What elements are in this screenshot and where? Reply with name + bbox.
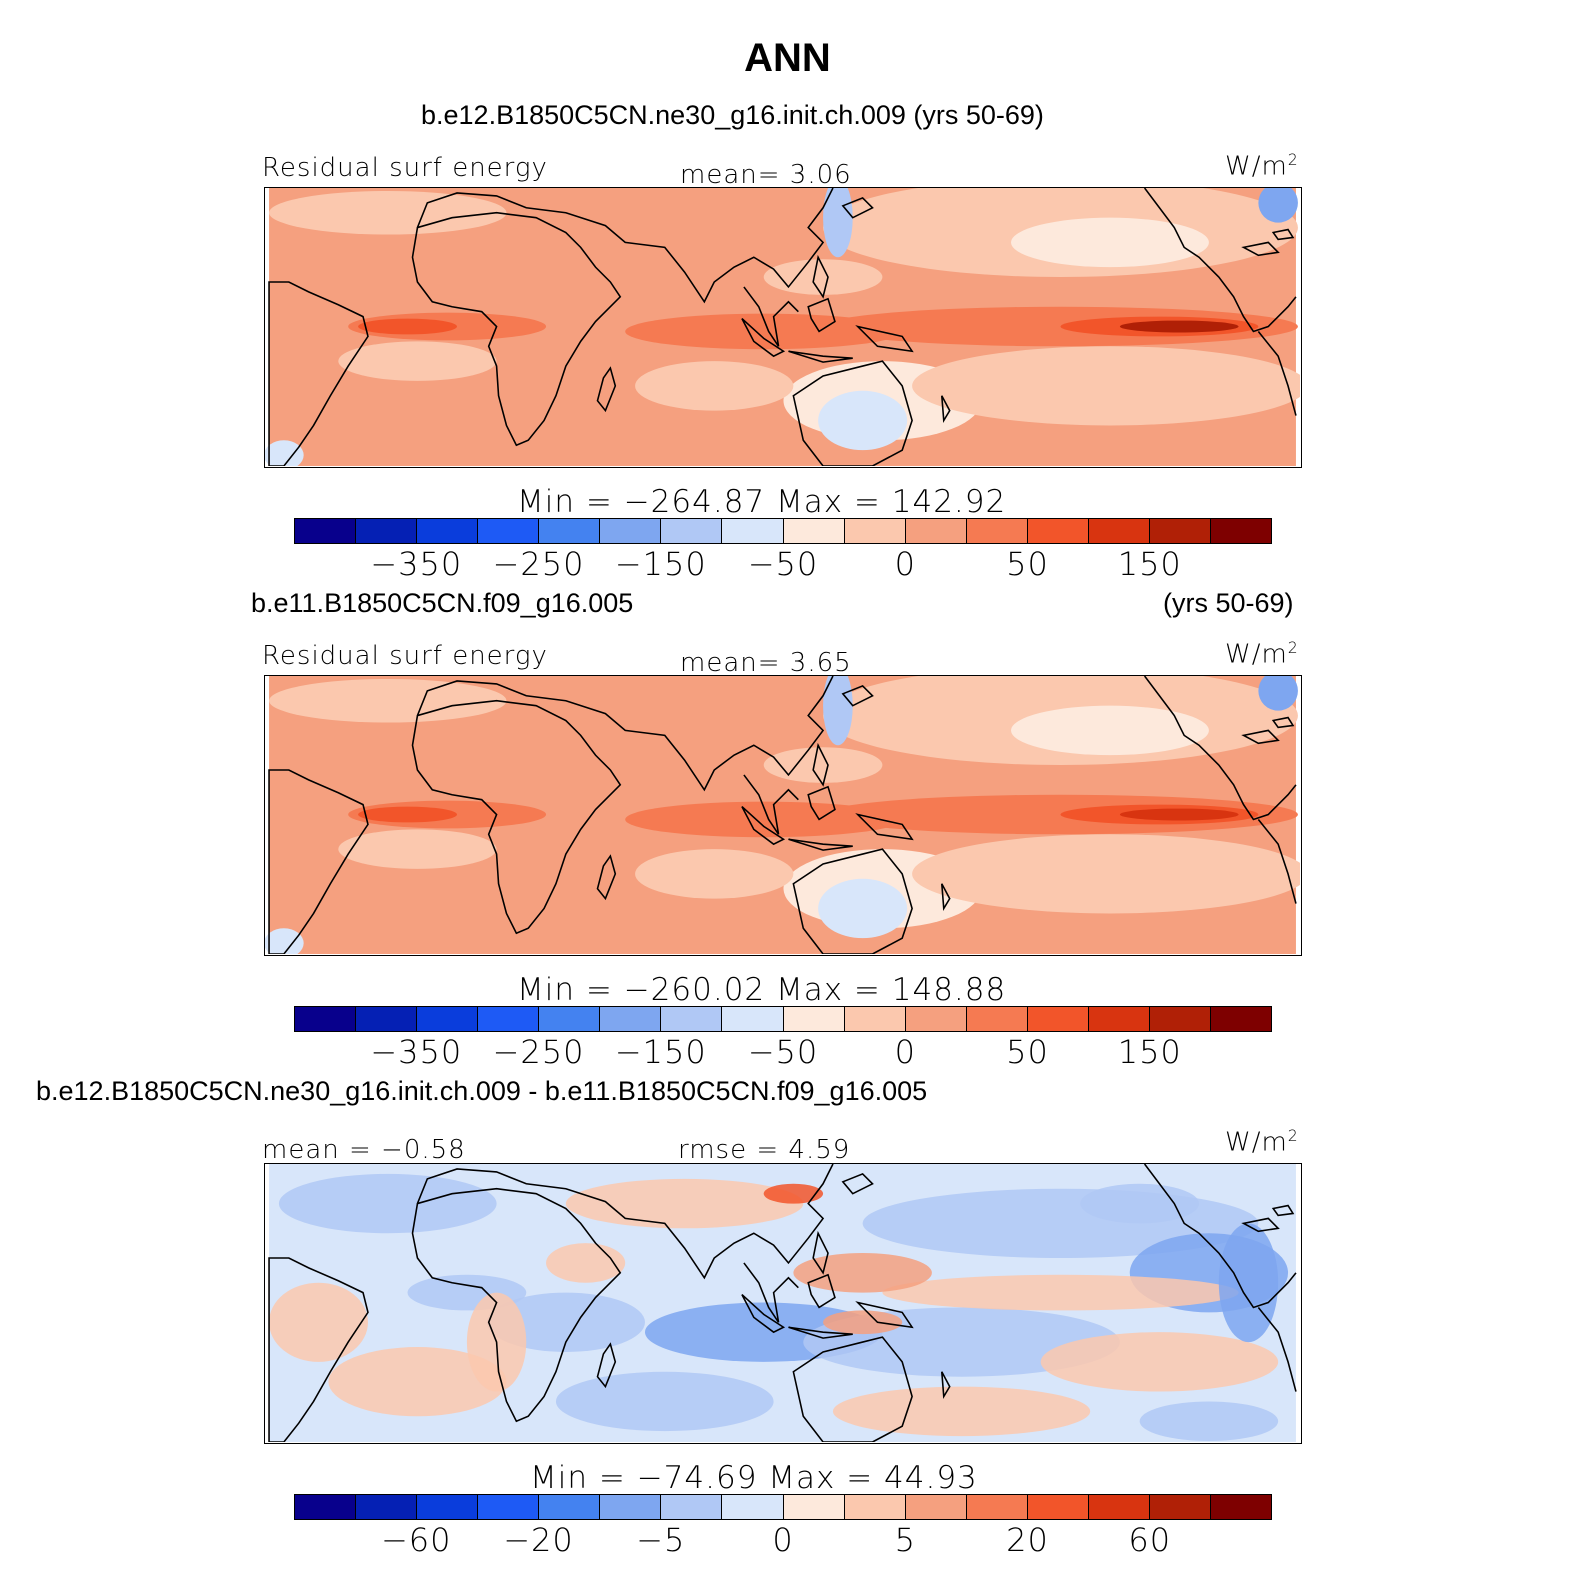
panel3-subtitle: b.e12.B1850C5CN.ne30_g16.init.ch.009 - b… — [36, 1076, 928, 1106]
colorbar-tick-label: −50 — [747, 1033, 819, 1071]
panel2-years: (yrs 50-69) — [1163, 588, 1294, 618]
colorbar-swatch — [1149, 1495, 1211, 1519]
colorbar-tick-label: 150 — [1117, 1033, 1182, 1071]
panel2-minmax: Min = −260.02 Max = 148.88 — [517, 972, 1007, 1008]
colorbar-swatch — [600, 519, 662, 543]
colorbar-tick-label: −250 — [492, 545, 585, 583]
colorbar-swatch — [661, 519, 723, 543]
panel2-mean-label: mean= 3.65 — [680, 648, 852, 678]
colorbar-swatch — [661, 1007, 723, 1031]
colorbar-swatch — [1088, 1495, 1150, 1519]
colorbar-swatch — [295, 1495, 357, 1519]
colorbar-swatch — [783, 1007, 845, 1031]
colorbar-tick-label: 150 — [1117, 545, 1182, 583]
panel2-variable-label: Residual surf energy — [262, 641, 548, 671]
colorbar-tick-label: −50 — [747, 545, 819, 583]
panel3-units: W/m2 — [1225, 1127, 1299, 1158]
colorbar-swatch — [1149, 1007, 1211, 1031]
colorbar-swatch — [783, 1495, 845, 1519]
colorbar-tick-label: −5 — [636, 1521, 686, 1559]
colorbar-swatch — [295, 1007, 357, 1031]
colorbar-swatch — [722, 519, 784, 543]
colorbar-swatch — [1088, 1007, 1150, 1031]
colorbar-swatch — [600, 1495, 662, 1519]
colorbar-tick-label: −150 — [614, 1033, 707, 1071]
colorbar-tick-label: 50 — [1006, 1033, 1049, 1071]
colorbar-tick-label: −350 — [370, 545, 463, 583]
panel1-colorbar — [294, 518, 1272, 544]
colorbar-swatch — [356, 1007, 418, 1031]
panel1-minmax: Min = −264.87 Max = 142.92 — [517, 484, 1007, 520]
colorbar-tick-label: −350 — [370, 1033, 463, 1071]
colorbar-swatch — [356, 519, 418, 543]
colorbar-tick-label: 0 — [894, 545, 916, 583]
colorbar-tick-label: 5 — [894, 1521, 916, 1559]
colorbar-swatch — [966, 519, 1028, 543]
colorbar-swatch — [722, 1495, 784, 1519]
colorbar-swatch — [478, 1495, 540, 1519]
colorbar-swatch — [600, 1007, 662, 1031]
panel2-subtitle: b.e11.B1850C5CN.f09_g16.005 — [251, 588, 634, 618]
panel2-units: W/m2 — [1225, 639, 1299, 670]
colorbar-swatch — [539, 1007, 601, 1031]
colorbar-swatch — [661, 1495, 723, 1519]
colorbar-swatch — [844, 1007, 906, 1031]
colorbar-tick-label: 50 — [1006, 545, 1049, 583]
colorbar-tick-label: −150 — [614, 545, 707, 583]
colorbar-swatch — [966, 1495, 1028, 1519]
colorbar-swatch — [1210, 1007, 1271, 1031]
figure-title: ANN — [744, 36, 831, 80]
colorbar-swatch — [1027, 1495, 1089, 1519]
panel1-subtitle: b.e12.B1850C5CN.ne30_g16.init.ch.009 (yr… — [421, 100, 1044, 130]
panel3-rmse-label: rmse = 4.59 — [678, 1135, 851, 1165]
colorbar-swatch — [1210, 1495, 1271, 1519]
colorbar-swatch — [905, 519, 967, 543]
colorbar-swatch — [1027, 519, 1089, 543]
panel2-map — [264, 675, 1302, 956]
panel1-map — [264, 187, 1302, 468]
colorbar-tick-label: 60 — [1128, 1521, 1172, 1559]
colorbar-tick-label: −20 — [503, 1521, 574, 1559]
colorbar-swatch — [966, 1007, 1028, 1031]
panel1-mean-label: mean= 3.06 — [680, 160, 852, 190]
colorbar-tick-label: −250 — [492, 1033, 585, 1071]
colorbar-swatch — [539, 519, 601, 543]
panel3-map — [264, 1163, 1302, 1444]
colorbar-swatch — [1088, 519, 1150, 543]
colorbar-swatch — [905, 1007, 967, 1031]
colorbar-swatch — [478, 1007, 540, 1031]
colorbar-swatch — [1149, 519, 1211, 543]
panel1-variable-label: Residual surf energy — [262, 153, 548, 183]
colorbar-swatch — [417, 1007, 479, 1031]
panel3-minmax: Min = −74.69 Max = 44.93 — [530, 1460, 978, 1496]
colorbar-tick-label: 0 — [894, 1033, 916, 1071]
colorbar-swatch — [722, 1007, 784, 1031]
colorbar-swatch — [1210, 519, 1271, 543]
colorbar-tick-label: −60 — [380, 1521, 452, 1559]
colorbar-tick-label: 20 — [1006, 1521, 1049, 1559]
colorbar-swatch — [539, 1495, 601, 1519]
colorbar-tick-label: 0 — [772, 1521, 794, 1559]
colorbar-swatch — [478, 519, 540, 543]
colorbar-swatch — [295, 519, 357, 543]
colorbar-swatch — [844, 1495, 906, 1519]
colorbar-swatch — [356, 1495, 418, 1519]
panel2-colorbar — [294, 1006, 1272, 1032]
colorbar-swatch — [417, 1495, 479, 1519]
colorbar-swatch — [783, 519, 845, 543]
panel1-units: W/m2 — [1225, 151, 1299, 182]
colorbar-swatch — [844, 519, 906, 543]
panel3-mean-label: mean = −0.58 — [262, 1135, 466, 1165]
colorbar-swatch — [905, 1495, 967, 1519]
panel3-colorbar — [294, 1494, 1272, 1520]
colorbar-swatch — [417, 519, 479, 543]
colorbar-swatch — [1027, 1007, 1089, 1031]
